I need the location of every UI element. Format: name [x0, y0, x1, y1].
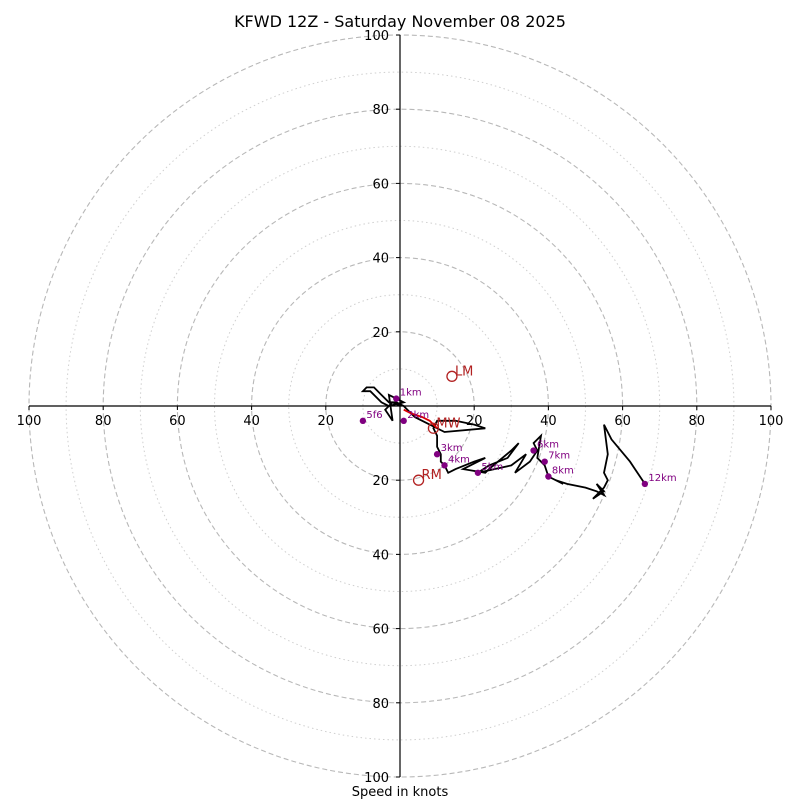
height-marker-dot	[545, 473, 552, 480]
height-marker-label: 12km	[648, 473, 676, 484]
height-marker-label: 4km	[448, 454, 470, 465]
y-tick-labels: 100 80 60 40 20 20 40 60 80 100	[364, 29, 400, 786]
height-marker-label: 5f6	[366, 410, 382, 421]
height-marker-dot	[441, 462, 448, 469]
x-tick-label: 100	[759, 414, 784, 429]
y-tick-label: 40	[372, 252, 389, 267]
storm-motion-marker	[412, 474, 425, 486]
storm-motion-marker	[427, 422, 440, 434]
storm-motion-label: MW	[436, 416, 460, 431]
height-marker-label: 8km	[552, 465, 574, 476]
y-tick-label: 60	[372, 623, 389, 638]
height-marker-label: 3km	[441, 443, 463, 454]
height-marker-label: 6km	[537, 440, 559, 451]
y-tick-label: 80	[372, 697, 389, 712]
x-tick-label: 60	[614, 414, 631, 429]
x-tick-label: 80	[95, 414, 112, 429]
x-tick-label: 60	[169, 414, 186, 429]
y-tick-label: 60	[372, 177, 389, 192]
x-tick-label: 40	[243, 414, 260, 429]
height-marker-label: 5km	[481, 462, 503, 473]
y-tick-label: 100	[364, 29, 389, 44]
height-marker-dot	[641, 480, 649, 488]
y-tick-label: 40	[372, 548, 389, 563]
storm-motion-marker	[446, 370, 458, 382]
height-marker-dot	[359, 417, 367, 425]
height-marker-label: 7km	[548, 451, 570, 462]
x-axis-label: Speed in knots	[352, 785, 449, 800]
height-marker-dot	[393, 395, 400, 402]
storm-motions: LM RM MW	[412, 364, 473, 486]
chart-title: KFWD 12Z - Saturday November 08 2025	[234, 12, 566, 31]
height-marker-label: 2km	[407, 410, 429, 421]
storm-motion-label: RM	[422, 468, 442, 483]
x-tick-label: 40	[540, 414, 557, 429]
x-tick-label: 100	[17, 414, 42, 429]
y-tick-label: 80	[372, 103, 389, 118]
x-tick-label: 80	[689, 414, 706, 429]
x-tick-labels: 100 80 60 40 20 20 40 60 80 100	[17, 406, 784, 429]
height-marker-dot	[400, 417, 407, 425]
x-tick-label: 20	[318, 414, 335, 429]
height-marker-dot	[530, 447, 537, 454]
height-marker-dot	[474, 469, 482, 476]
y-tick-label: 100	[364, 771, 389, 786]
height-marker-dot	[433, 451, 441, 458]
y-tick-label: 20	[372, 474, 389, 489]
storm-motion-label: LM	[455, 364, 473, 379]
y-tick-label: 20	[372, 326, 389, 341]
height-marker-label: 1km	[400, 388, 422, 399]
height-marker-dot	[541, 458, 548, 465]
hodograph-trace	[360, 386, 646, 500]
